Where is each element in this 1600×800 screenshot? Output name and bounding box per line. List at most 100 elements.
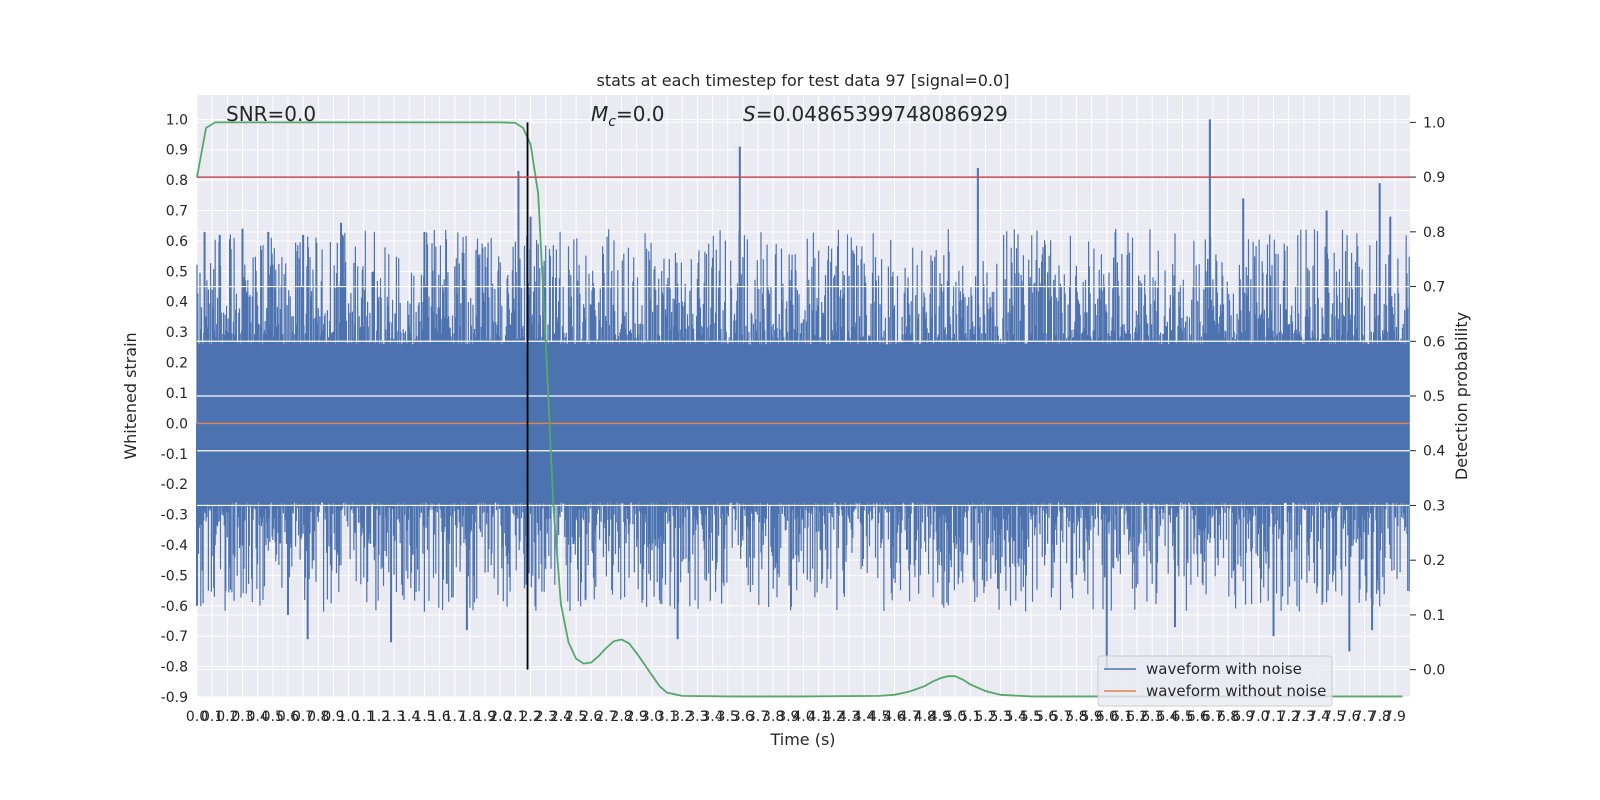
y-axis-ticks: 1.0 0.9 0.8 0.7 0.6 0.5 0.4 0.3 0.2 0.1 0.0 -0.1 -0.…	[161, 112, 188, 706]
x-tick-label: 2.5	[565, 709, 587, 725]
y2-tick-label: 0.2	[1423, 553, 1445, 569]
x-tick-label: 7.2	[1278, 709, 1300, 725]
x-tick-label: 2.0	[489, 709, 511, 725]
x-tick-label: 1.9	[474, 709, 496, 725]
x-tick-label: 3.5	[717, 709, 739, 725]
x-tick-label: 6.2	[1126, 709, 1148, 725]
x-tick-label: 4.7	[899, 709, 921, 725]
mc-value: =0.0	[616, 102, 665, 126]
x-tick-label: 7.8	[1369, 709, 1391, 725]
x-tick-label: 1.3	[383, 709, 405, 725]
x-tick-label: 6.8	[1217, 709, 1239, 725]
x-tick-label: 6.6	[1187, 709, 1209, 725]
series-waveform-with-noise	[196, 119, 1410, 670]
x-tick-label: 1.0	[337, 709, 359, 725]
x-tick-label: 5.8	[1065, 709, 1087, 725]
x-tick-label: 4.6	[883, 709, 905, 725]
y-tick-label: -0.8	[161, 660, 188, 676]
y2-tick-label: 0.6	[1423, 334, 1445, 350]
y-tick-label: 0.8	[166, 173, 188, 189]
s-symbol: S	[743, 102, 756, 126]
s-value: =0.04865399748086929	[756, 102, 1008, 126]
x-tick-label: 4.2	[823, 709, 845, 725]
y-tick-label: 0.3	[166, 325, 188, 341]
y2-tick-label: 0.7	[1423, 280, 1445, 296]
x-tick-label: 1.6	[428, 709, 450, 725]
y-tick-label: -0.7	[161, 629, 188, 645]
y-tick-label: -0.1	[161, 447, 188, 463]
x-tick-label: 0.3	[231, 709, 253, 725]
mc-subscript: c	[608, 114, 616, 130]
x-tick-label: 3.1	[656, 709, 678, 725]
y-tick-label: 0.6	[166, 234, 188, 250]
series-lines	[196, 121, 1410, 698]
x-tick-label: 4.3	[838, 709, 860, 725]
x-tick-label: 1.2	[368, 709, 390, 725]
y2-tick-label: 0.9	[1423, 170, 1445, 186]
y-tick-label: -0.9	[161, 690, 188, 706]
x-tick-label: 2.2	[519, 709, 541, 725]
y-tick-label: 0.4	[166, 295, 188, 311]
x-tick-label: 5.4	[1005, 709, 1027, 725]
x-tick-label: 3.8	[762, 709, 784, 725]
x-tick-label: 2.6	[580, 709, 602, 725]
x-tick-label: 6.7	[1202, 709, 1224, 725]
x-tick-label: 0.6	[277, 709, 299, 725]
x-tick-label: 5.2	[974, 709, 996, 725]
x-tick-label: 7.0	[1247, 709, 1269, 725]
x-tick-label: 5.1	[959, 709, 981, 725]
legend-box	[1097, 655, 1333, 707]
x-tick-label: 6.9	[1232, 709, 1254, 725]
y-tick-label: -0.2	[161, 477, 188, 493]
x-tick-label: 2.8	[610, 709, 632, 725]
x-tick-label: 3.0	[641, 709, 663, 725]
x-tick-label: 5.7	[1050, 709, 1072, 725]
y-tick-label: -0.6	[161, 599, 188, 615]
x-tick-label: 4.0	[792, 709, 814, 725]
x-tick-label: 0.5	[262, 709, 284, 725]
reference-lines	[197, 122, 1410, 670]
mc-symbol: M	[591, 102, 608, 126]
x-tick-label: 0.1	[201, 709, 223, 725]
x-tick-label: 1.8	[459, 709, 481, 725]
x-tick-label: 4.5	[868, 709, 890, 725]
x-tick-label: 3.7	[747, 709, 769, 725]
x-axis-ticks: 0.00.10.20.30.40.50.60.70.80.91.01.11.21…	[186, 709, 1406, 725]
x-tick-label: 6.1	[1111, 709, 1133, 725]
x-tick-label: 0.9	[322, 709, 344, 725]
x-tick-label: 7.9	[1384, 709, 1406, 725]
y2-tick-label: 0.3	[1423, 498, 1445, 514]
y-tick-label: 0.7	[166, 204, 188, 220]
x-tick-label: 7.3	[1293, 709, 1315, 725]
x-tick-label: 2.9	[626, 709, 648, 725]
x-tick-label: 1.5	[413, 709, 435, 725]
x-tick-label: 6.5	[1171, 709, 1193, 725]
y2-tick-label: 0.8	[1423, 225, 1445, 241]
y-tick-label: 0.5	[166, 264, 188, 280]
x-tick-label: 3.2	[671, 709, 693, 725]
y-tick-label: 0.2	[166, 356, 188, 372]
x-tick-label: 7.4	[1308, 709, 1330, 725]
x-tick-label: 4.4	[853, 709, 875, 725]
x-tick-label: 0.8	[307, 709, 329, 725]
x-tick-label: 6.4	[1156, 709, 1178, 725]
statistic-annotation: S=0.04865399748086929	[743, 102, 1008, 126]
y2-tick-label: 0.1	[1423, 608, 1445, 624]
y-tick-label: 0.1	[166, 386, 188, 402]
x-tick-label: 0.0	[186, 709, 208, 725]
chirp-mass-annotation: Mc=0.0	[591, 102, 665, 130]
legend-label-waveform-with-noise: waveform with noise	[1146, 660, 1302, 678]
y-tick-label: 0.9	[166, 143, 188, 159]
x-tick-label: 1.4	[398, 709, 420, 725]
x-tick-label: 3.4	[701, 709, 723, 725]
x-tick-label: 0.4	[247, 709, 269, 725]
x-tick-label: 2.4	[550, 709, 572, 725]
x-tick-label: 6.3	[1141, 709, 1163, 725]
x-tick-label: 5.6	[1035, 709, 1057, 725]
x-tick-label: 3.6	[732, 709, 754, 725]
x-tick-label: 5.3	[989, 709, 1011, 725]
y-tick-label: 0.0	[166, 416, 188, 432]
x-tick-label: 3.9	[777, 709, 799, 725]
x-axis-label: Time (s)	[769, 730, 835, 749]
